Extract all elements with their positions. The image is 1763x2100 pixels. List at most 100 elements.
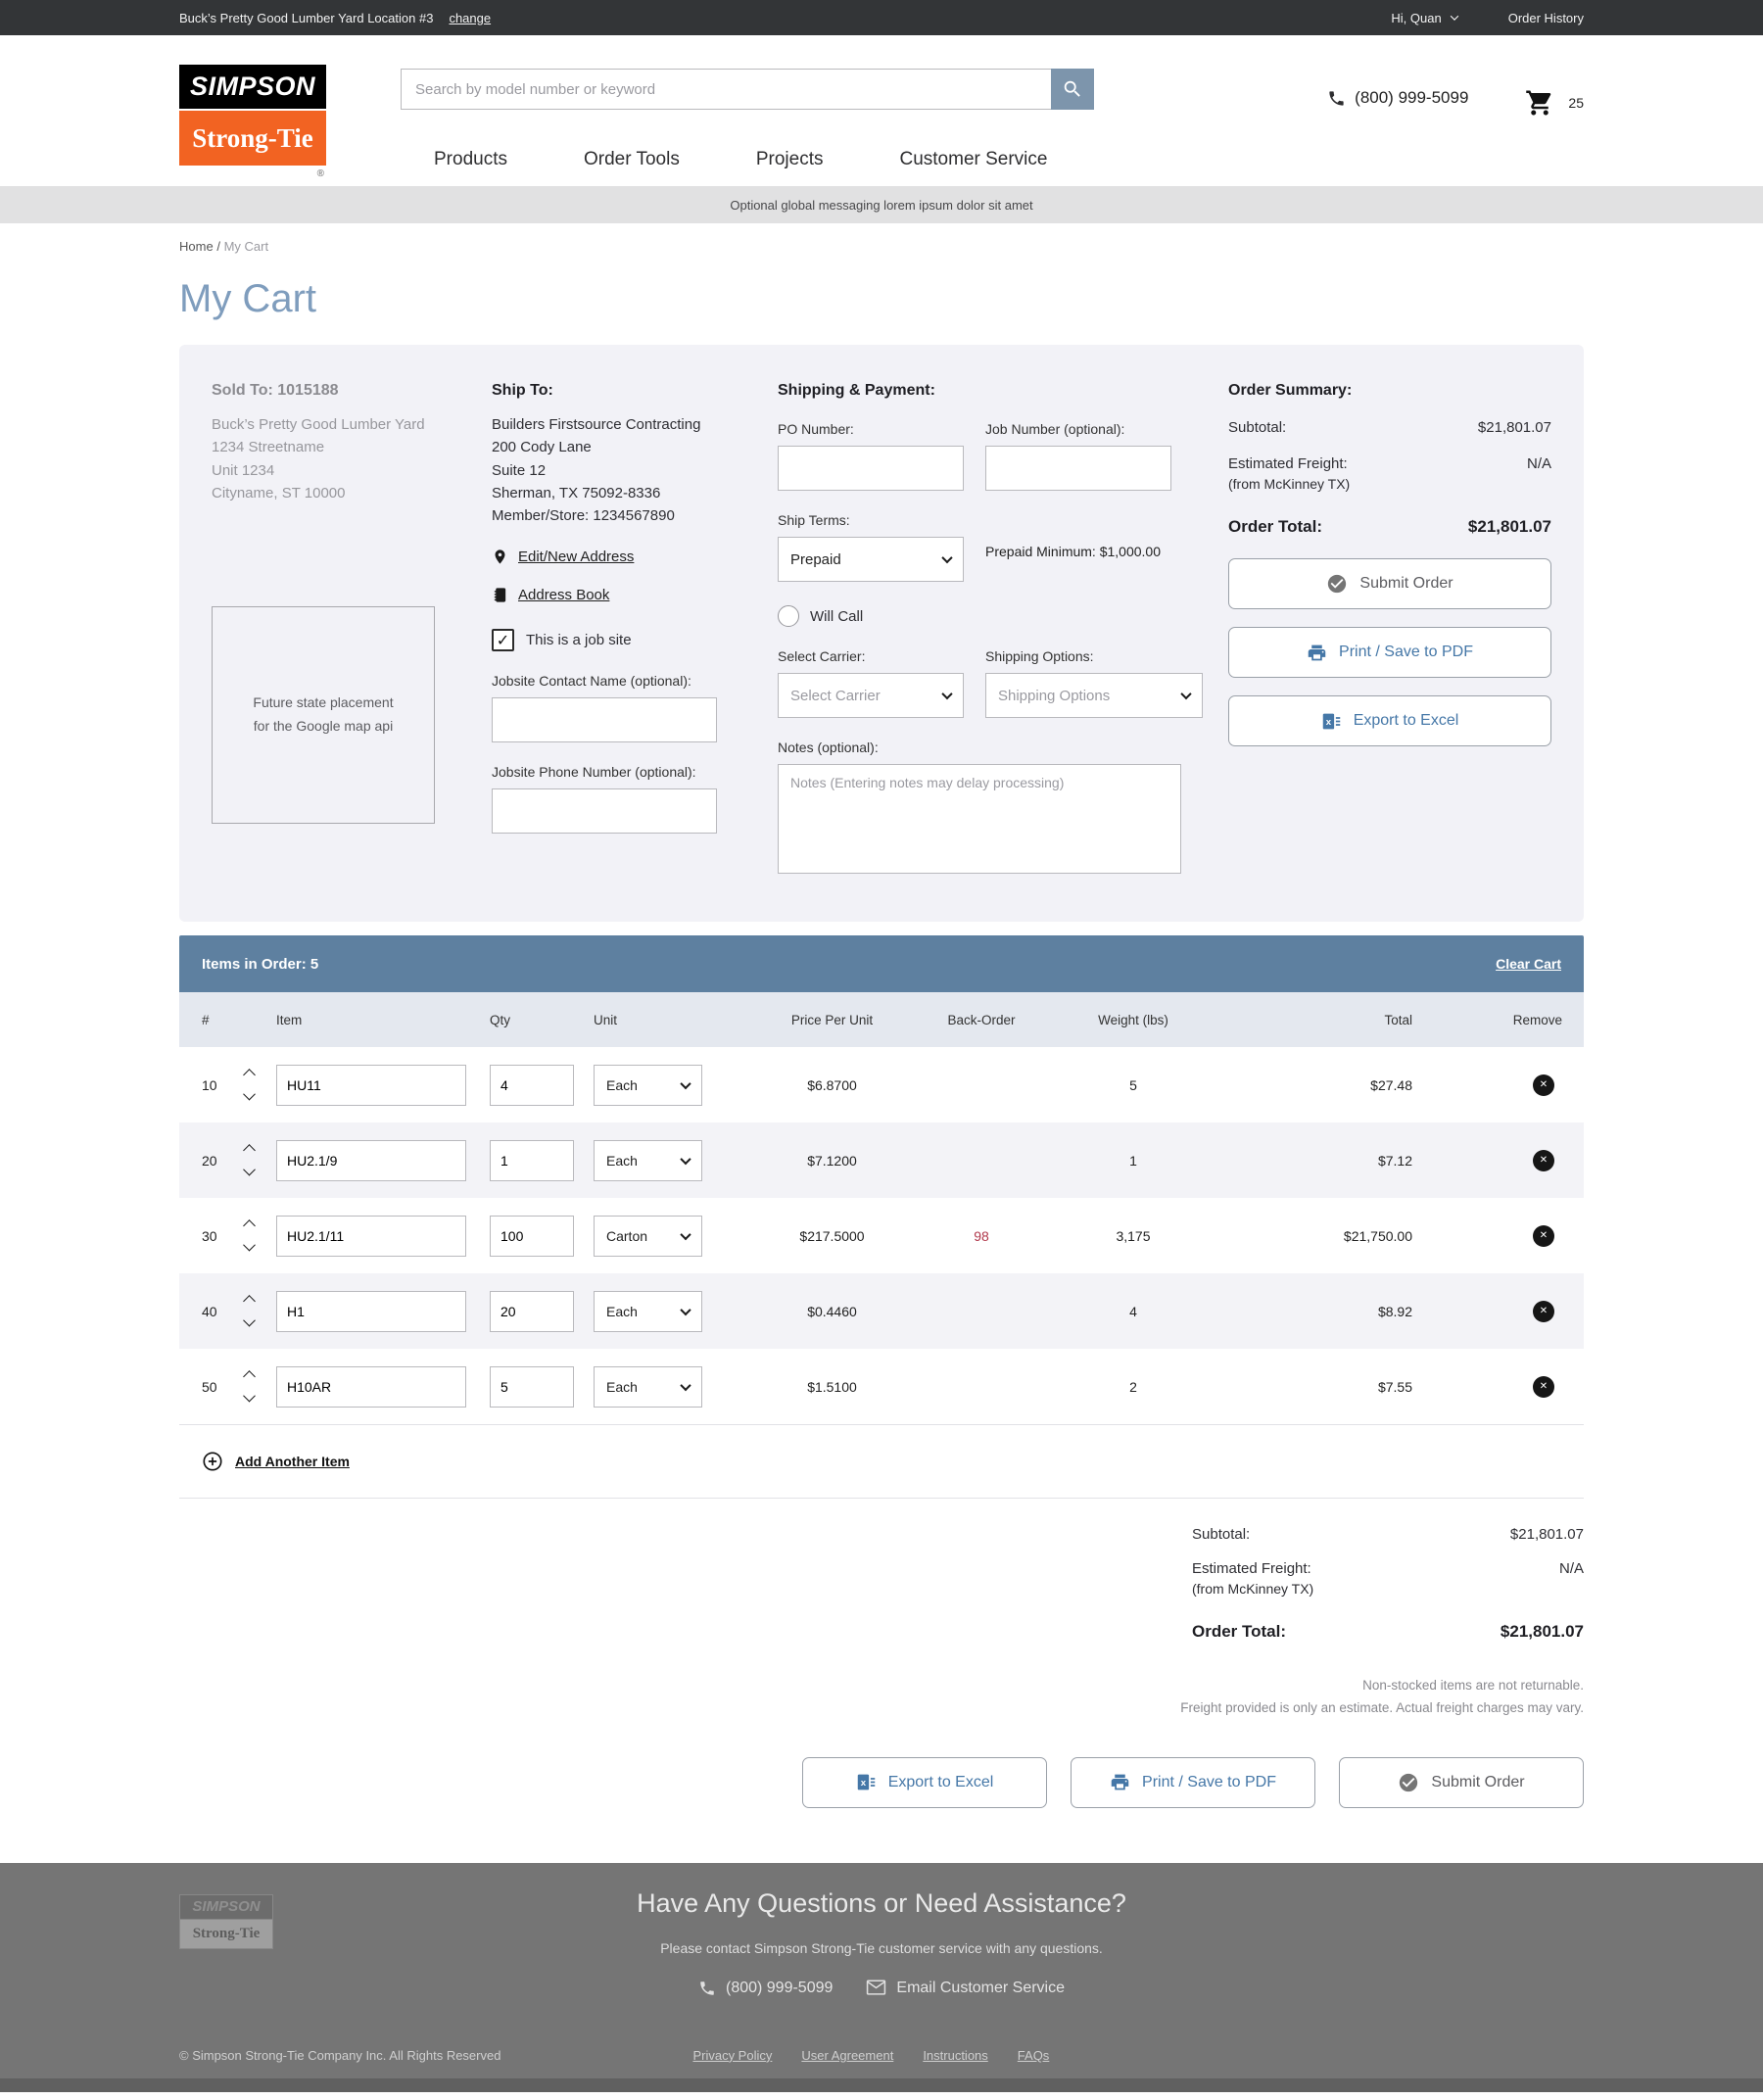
cart-button[interactable]: 25 [1525, 88, 1584, 118]
col-price-per-unit: Price Per Unit [790, 1012, 874, 1027]
change-location-link[interactable]: change [449, 10, 492, 25]
move-up-icon[interactable] [243, 1068, 256, 1081]
quantity-input[interactable] [490, 1139, 574, 1181]
unit-select[interactable]: Each [594, 1290, 702, 1332]
price-per-unit: $7.1200 [807, 1152, 857, 1169]
export-excel-button[interactable]: x Export to Excel [802, 1756, 1047, 1808]
nav-projects[interactable]: Projects [755, 149, 824, 169]
ship-terms-select[interactable]: Prepaid [778, 537, 964, 582]
move-up-icon[interactable] [243, 1218, 256, 1232]
nav-products[interactable]: Products [434, 149, 507, 169]
item-number-input[interactable] [276, 1215, 466, 1257]
phone-icon [700, 1981, 714, 1995]
jobsite-checkbox-label: This is a job site [526, 632, 632, 649]
footer-link-faqs[interactable]: FAQs [1017, 2047, 1050, 2063]
items-table-header: # Item Qty Unit Price Per Unit Back-Orde… [179, 992, 1584, 1047]
move-down-icon[interactable] [243, 1313, 256, 1326]
print-save-pdf-button[interactable]: Print / Save to PDF [1228, 627, 1551, 678]
will-call-radio-row[interactable]: Will Call [778, 605, 1203, 627]
shipping-options-select[interactable]: Shipping Options [985, 673, 1203, 718]
unit-select[interactable]: Each [594, 1064, 702, 1106]
remove-item-button[interactable]: ✕ [1533, 1074, 1554, 1096]
simpson-strongtie-logo[interactable]: SIMPSON Strong-Tie ® [179, 65, 326, 179]
remove-item-button[interactable]: ✕ [1533, 1375, 1554, 1398]
unit-select[interactable]: Carton [594, 1215, 702, 1257]
svg-text:x: x [1325, 717, 1331, 728]
breadcrumb-home-link[interactable]: Home [179, 239, 214, 254]
search-input[interactable] [401, 69, 1051, 110]
unit-value: Each [606, 1152, 638, 1169]
col-weight: Weight (lbs) [1098, 1012, 1168, 1027]
order-history-link[interactable]: Order History [1507, 10, 1584, 25]
remove-item-button[interactable]: ✕ [1533, 1149, 1554, 1171]
unit-select[interactable]: Each [594, 1139, 702, 1181]
line-number: 10 [202, 1076, 217, 1093]
footer-link-instructions[interactable]: Instructions [923, 2047, 988, 2063]
item-number-input[interactable] [276, 1064, 466, 1106]
export-excel-button[interactable]: x Export to Excel [1228, 695, 1551, 746]
search-button[interactable] [1051, 69, 1094, 110]
line-weight: 2 [1129, 1378, 1137, 1395]
user-menu[interactable]: Hi, Quan [1391, 11, 1458, 25]
po-number-input[interactable] [778, 446, 964, 491]
move-down-icon[interactable] [243, 1238, 256, 1251]
cart-count-badge: 25 [1568, 95, 1584, 111]
footer-link-privacy-policy[interactable]: Privacy Policy [692, 2047, 773, 2063]
notes-textarea[interactable] [778, 764, 1181, 874]
line-number: 50 [202, 1378, 217, 1395]
plus-circle-icon [203, 1452, 222, 1471]
footer-link-user-agreement[interactable]: User Agreement [801, 2047, 894, 2063]
quantity-input[interactable] [490, 1365, 574, 1408]
freight-value: N/A [1526, 455, 1551, 472]
sold-to-line: Buck’s Pretty Good Lumber Yard [212, 416, 425, 433]
ship-terms-value: Prepaid [790, 550, 841, 568]
item-number-input[interactable] [276, 1365, 466, 1408]
print-save-pdf-button[interactable]: Print / Save to PDF [1071, 1756, 1315, 1808]
edit-address-link[interactable]: Edit/New Address [492, 549, 778, 565]
jobsite-checkbox-row[interactable]: ✓ This is a job site [492, 629, 778, 652]
jobsite-contact-input[interactable] [492, 697, 717, 743]
clear-cart-link[interactable]: Clear Cart [1496, 956, 1561, 972]
will-call-radio[interactable] [778, 605, 799, 627]
cart-item-row: 10 Each $6.8700 5 $27.48 ✕ [179, 1047, 1584, 1122]
breadcrumb-current: My Cart [223, 239, 269, 254]
footer-email-link[interactable]: Email Customer Service [866, 1980, 1065, 1997]
subtotal-value: $21,801.07 [1477, 419, 1551, 436]
cart-item-row: 30 Carton $217.5000 98 3,175 $21,750.00 ✕ [179, 1198, 1584, 1273]
add-another-item-link[interactable]: Add Another Item [179, 1425, 1584, 1498]
jobsite-phone-input[interactable] [492, 788, 717, 835]
submit-order-button[interactable]: Submit Order [1339, 1756, 1584, 1808]
logo-simpson-text: SIMPSON [179, 65, 326, 109]
address-book-link[interactable]: Address Book [492, 587, 778, 603]
move-up-icon[interactable] [243, 1369, 256, 1383]
job-number-input[interactable] [985, 446, 1171, 491]
item-number-input[interactable] [276, 1139, 466, 1181]
excel-icon: x [857, 1775, 875, 1790]
remove-item-button[interactable]: ✕ [1533, 1224, 1554, 1247]
move-down-icon[interactable] [243, 1389, 256, 1402]
submit-order-button[interactable]: Submit Order [1228, 558, 1551, 609]
quantity-input[interactable] [490, 1290, 574, 1332]
col-total: Total [1384, 1012, 1412, 1027]
move-up-icon[interactable] [243, 1143, 256, 1157]
quantity-input[interactable] [490, 1064, 574, 1106]
header-phone-link[interactable]: (800) 999-5099 [1327, 88, 1468, 108]
excel-icon: x [1322, 713, 1340, 729]
move-down-icon[interactable] [243, 1163, 256, 1175]
item-number-input[interactable] [276, 1290, 466, 1332]
jobsite-checkbox[interactable]: ✓ [492, 629, 514, 652]
nav-order-tools[interactable]: Order Tools [583, 149, 680, 169]
remove-item-button[interactable]: ✕ [1533, 1300, 1554, 1322]
line-total: $7.55 [1377, 1378, 1412, 1395]
jobsite-phone-label: Jobsite Phone Number (optional): [492, 764, 696, 781]
quantity-input[interactable] [490, 1215, 574, 1257]
footer-phone-link[interactable]: (800) 999-5099 [698, 1980, 833, 1997]
move-up-icon[interactable] [243, 1294, 256, 1308]
copyright-text: © Simpson Strong-Tie Company Inc. All Ri… [179, 2047, 501, 2063]
nav-customer-service[interactable]: Customer Service [899, 149, 1048, 169]
carrier-select[interactable]: Select Carrier [778, 673, 964, 718]
move-down-icon[interactable] [243, 1087, 256, 1100]
order-total-value: $21,801.07 [1500, 1622, 1584, 1641]
page-title: My Cart [179, 277, 316, 320]
unit-select[interactable]: Each [594, 1365, 702, 1408]
